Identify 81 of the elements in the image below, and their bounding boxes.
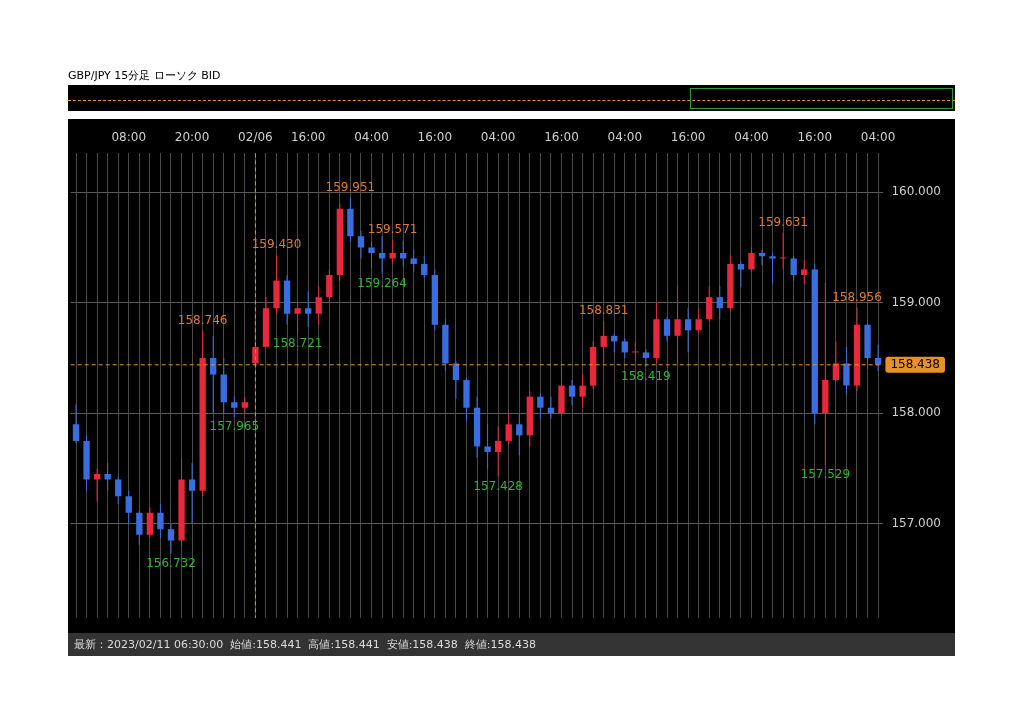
candlestick — [167, 523, 175, 554]
candlestick — [621, 337, 628, 359]
candlestick — [748, 246, 755, 273]
candlestick — [843, 346, 850, 395]
candlestick — [663, 316, 671, 342]
annotation: 157.529 — [800, 467, 851, 482]
candlestick — [326, 269, 333, 304]
candlestick — [389, 239, 396, 265]
candlestick — [315, 285, 322, 326]
candlestick — [632, 340, 639, 362]
x-tick-label: 08:00 — [111, 130, 147, 145]
x-tick-label: 16:00 — [417, 130, 453, 145]
candlestick — [579, 374, 586, 409]
y-tick-label: 157.000 — [891, 515, 941, 530]
annotation: 159.430 — [251, 237, 302, 252]
candlestick — [93, 468, 101, 503]
candlestick — [706, 285, 713, 322]
x-tick-label: 04:00 — [354, 130, 389, 145]
candlestick — [357, 230, 365, 259]
y-tick-label: 159.000 — [891, 294, 941, 309]
x-tick-label: 04:00 — [607, 130, 643, 145]
candlestick — [484, 423, 491, 470]
candlestick — [210, 335, 217, 414]
x-tick-label: 16:00 — [290, 130, 326, 145]
x-tick-label: 04:00 — [480, 130, 516, 145]
annotation: 159.631 — [758, 215, 808, 230]
candlestick — [104, 462, 111, 492]
candlestick — [537, 392, 544, 420]
annotation: 157.428 — [473, 478, 523, 493]
annotation: 158.746 — [177, 312, 228, 327]
y-tick-label: 160.000 — [891, 184, 941, 199]
candlestick — [146, 506, 154, 538]
candlestick — [832, 340, 840, 383]
candlestick — [305, 291, 312, 328]
candlestick — [674, 285, 681, 364]
text: 最新：2023/02/11 06:30:00 始値:158.441 高値:158.441 安値:158.438 終値:158.438 — [68, 633, 955, 656]
candlestick — [368, 241, 375, 269]
candlestick — [157, 503, 164, 539]
candlestick — [568, 379, 576, 406]
candlestick — [241, 396, 249, 414]
x-tick-label: 16:00 — [670, 130, 706, 145]
x-tick-label: 16:00 — [544, 130, 579, 145]
y-tick-label: 158.000 — [891, 405, 941, 420]
x-tick-label: 02/06 — [238, 130, 273, 145]
x-tick-label: 04:00 — [860, 130, 896, 145]
annotation: 159.264 — [357, 275, 407, 290]
candlestick — [136, 510, 143, 546]
candlestick — [231, 396, 238, 418]
annotation: 158.721 — [272, 335, 323, 350]
ref-line-label: 158.438 — [890, 356, 940, 371]
x-tick-label: 04:00 — [734, 130, 769, 145]
x-tick-label: 16:00 — [797, 130, 833, 145]
candlestick — [779, 232, 787, 270]
candlestick — [505, 412, 512, 445]
candlestick — [695, 307, 702, 334]
annotation: 158.419 — [621, 369, 671, 384]
candlestick — [790, 255, 797, 282]
candlestick — [516, 412, 523, 456]
candlestick — [115, 476, 122, 505]
candlestick — [600, 320, 607, 364]
chart-title: GBP/JPY 15分足 ローソク BID — [68, 68, 222, 83]
candlestick — [421, 255, 428, 279]
candlestick — [642, 348, 650, 368]
annotation: 159.951 — [325, 179, 376, 194]
candlestick — [769, 252, 776, 285]
annotation: 158.956 — [832, 289, 882, 304]
annotation: 158.831 — [578, 303, 629, 318]
candlestick — [188, 462, 196, 525]
candlestick — [716, 285, 723, 320]
candlestick — [294, 302, 301, 335]
annotation: 157.965 — [209, 419, 260, 434]
candlestick — [737, 261, 745, 288]
annotation: 159.571 — [367, 221, 418, 236]
x-tick-label: 20:00 — [174, 130, 210, 145]
candlestick — [452, 360, 460, 400]
candlestick — [125, 490, 132, 525]
annotation: 156.732 — [146, 555, 196, 570]
candlestick — [72, 403, 80, 444]
candlestick — [410, 249, 417, 273]
candlestick — [494, 426, 502, 477]
candlestick — [684, 307, 692, 353]
